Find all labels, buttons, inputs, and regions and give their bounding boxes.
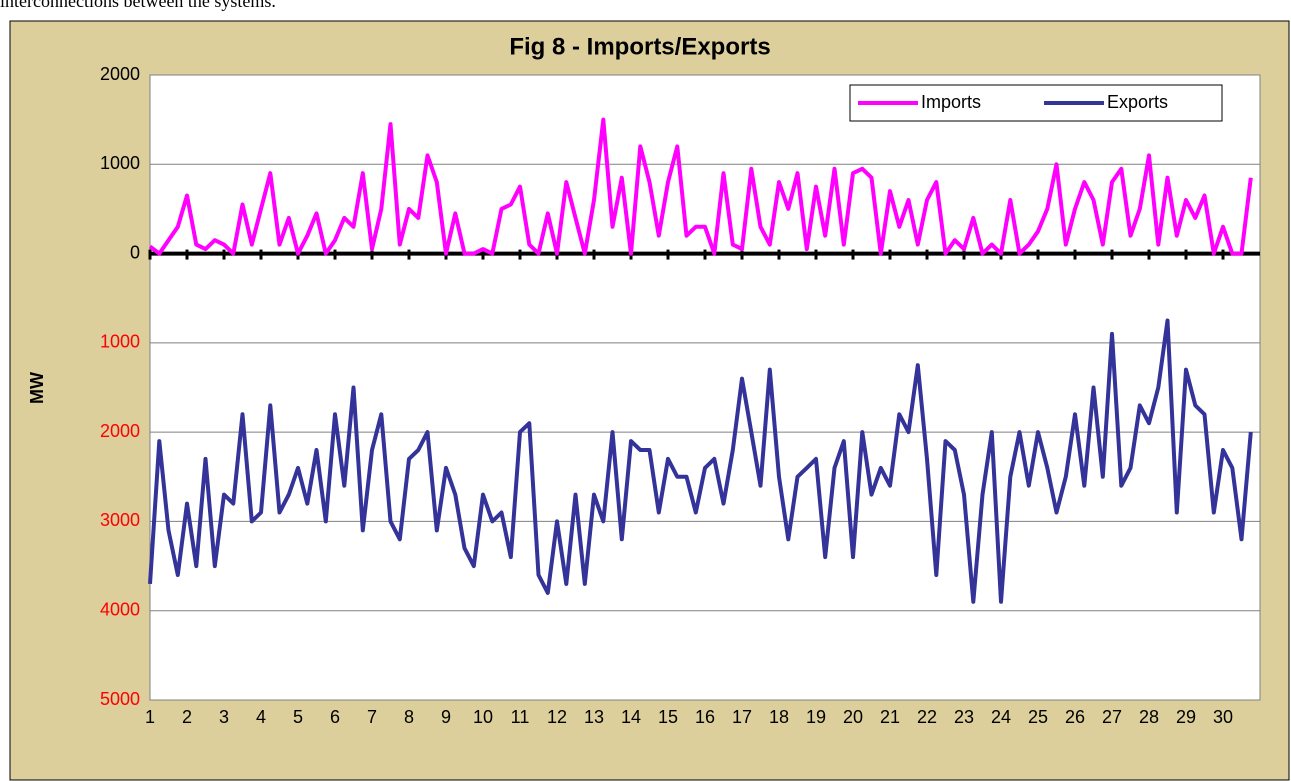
x-tick-label: 4: [256, 707, 266, 727]
x-tick-label: 18: [769, 707, 789, 727]
x-tick-label: 26: [1065, 707, 1085, 727]
x-tick-label: 22: [917, 707, 937, 727]
x-tick-label: 1: [145, 707, 155, 727]
x-tick-label: 12: [547, 707, 567, 727]
x-tick-label: 30: [1213, 707, 1233, 727]
x-tick-label: 21: [880, 707, 900, 727]
y-tick-label: 1000: [100, 153, 140, 173]
y-tick-label: 5000: [100, 689, 140, 709]
x-tick-label: 11: [511, 707, 530, 727]
x-tick-label: 27: [1102, 707, 1122, 727]
x-tick-label: 28: [1139, 707, 1159, 727]
x-tick-label: 10: [473, 707, 493, 727]
y-tick-label: 0: [130, 242, 140, 262]
x-tick-label: 6: [330, 707, 340, 727]
x-tick-label: 19: [806, 707, 826, 727]
y-tick-label: 1000: [100, 332, 140, 352]
x-tick-label: 20: [843, 707, 863, 727]
x-tick-label: 9: [441, 707, 451, 727]
series-line: [148, 318, 1253, 604]
legend-label: Exports: [1107, 92, 1168, 112]
x-tick-label: 3: [219, 707, 229, 727]
x-tick-label: 8: [404, 707, 414, 727]
x-tick-label: 2: [182, 707, 192, 727]
plot-area: [149, 74, 1261, 701]
x-tick-label: 7: [367, 707, 377, 727]
x-tick-label: 24: [991, 707, 1011, 727]
x-tick-label: 29: [1176, 707, 1196, 727]
x-tick-label: 16: [695, 707, 715, 727]
y-tick-label: 4000: [100, 599, 140, 619]
legend-label: Imports: [921, 92, 981, 112]
x-tick-label: 5: [293, 707, 303, 727]
intro-text: interconnections between the systems.: [0, 0, 276, 11]
x-tick-label: 25: [1028, 707, 1048, 727]
chart-title: Fig 8 - Imports/Exports: [509, 33, 770, 60]
y-axis-label: MW: [27, 372, 47, 404]
y-tick-label: 3000: [100, 510, 140, 530]
x-tick-label: 14: [621, 707, 641, 727]
x-tick-label: 17: [732, 707, 752, 727]
series-line: [148, 117, 1253, 256]
x-tick-label: 13: [584, 707, 604, 727]
y-tick-label: 2000: [100, 64, 140, 84]
x-tick-label: 23: [954, 707, 974, 727]
y-tick-label: 2000: [100, 421, 140, 441]
x-tick-label: 15: [658, 707, 678, 727]
